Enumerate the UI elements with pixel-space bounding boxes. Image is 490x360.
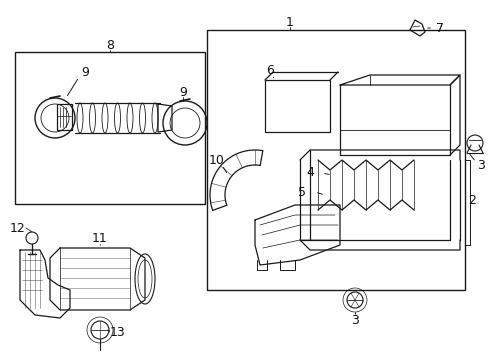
Text: 10: 10 <box>209 153 225 166</box>
Bar <box>15 52 205 204</box>
Text: 11: 11 <box>92 231 108 244</box>
Text: 5: 5 <box>298 185 306 198</box>
Bar <box>265 80 330 132</box>
Text: 7: 7 <box>436 22 444 35</box>
Text: 2: 2 <box>468 194 476 207</box>
Text: 1: 1 <box>286 15 294 28</box>
Text: 9: 9 <box>179 86 187 99</box>
Text: 9: 9 <box>81 66 89 78</box>
Text: 8: 8 <box>106 39 114 51</box>
Bar <box>207 30 465 290</box>
Text: 13: 13 <box>110 325 126 338</box>
Text: 12: 12 <box>10 221 26 234</box>
Text: 6: 6 <box>266 63 274 77</box>
Text: 4: 4 <box>306 166 314 179</box>
Text: 3: 3 <box>477 158 485 171</box>
Text: 3: 3 <box>351 314 359 327</box>
